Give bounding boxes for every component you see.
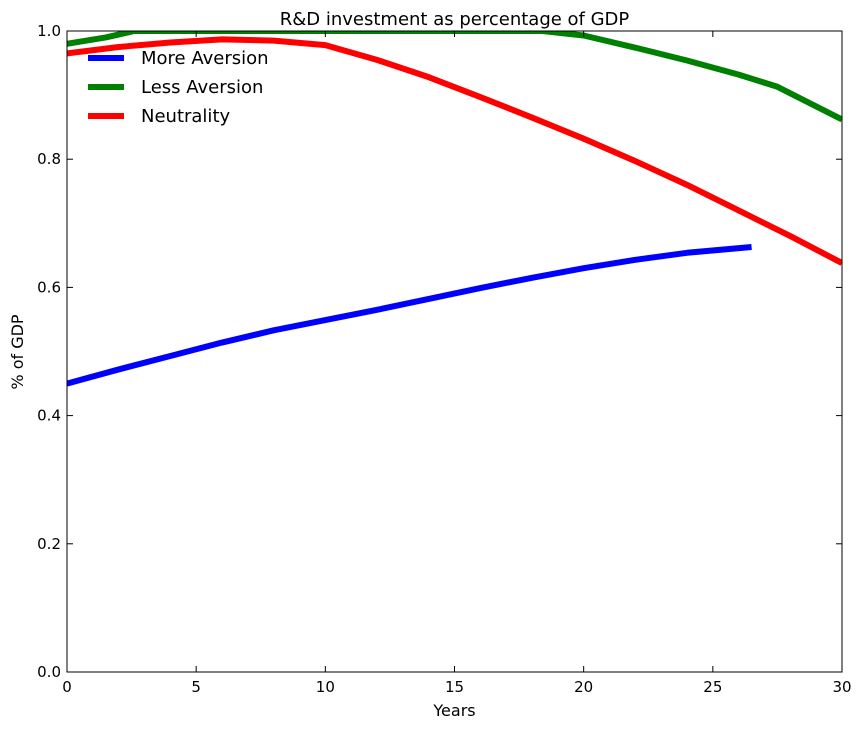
legend-label-2: Neutrality <box>141 106 230 127</box>
series-layer <box>67 31 842 387</box>
legend: More Aversion Less Aversion Neutrality <box>88 48 269 127</box>
legend-label-1: Less Aversion <box>141 77 263 98</box>
y-tick-label: 1.0 <box>37 22 61 40</box>
x-tick-label: 0 <box>62 678 72 696</box>
series-line-1 <box>67 31 842 123</box>
x-tick-label: 15 <box>445 678 464 696</box>
series-line-0 <box>67 244 752 387</box>
series-line-2 <box>67 36 842 266</box>
x-tick-label: 10 <box>316 678 335 696</box>
plot-area <box>66 30 843 673</box>
y-tick-label: 0.2 <box>37 535 61 553</box>
y-axis-label: % of GDP <box>8 314 27 390</box>
x-tick-label: 20 <box>574 678 593 696</box>
chart-title: R&D investment as percentage of GDP <box>280 9 630 30</box>
x-axis-label: Years <box>432 701 475 720</box>
y-tick-label: 0.6 <box>37 278 61 296</box>
y-tick-label: 0.8 <box>37 150 61 168</box>
x-tick-label: 25 <box>703 678 722 696</box>
ticks-layer: 0 5 10 15 20 25 30 0.0 0.2 0.4 0.6 0.8 1.0 <box>37 22 851 696</box>
x-tick-label: 30 <box>832 678 851 696</box>
y-tick-label: 0.4 <box>37 407 61 425</box>
y-tick-label: 0.0 <box>37 663 61 681</box>
x-tick-label: 5 <box>191 678 201 696</box>
legend-label-0: More Aversion <box>141 48 269 69</box>
